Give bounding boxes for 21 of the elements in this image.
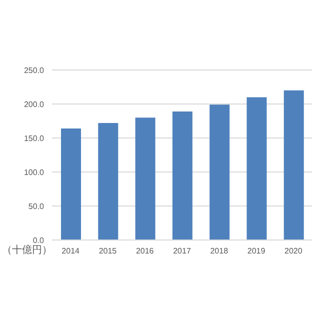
- y-tick-label: 200.0: [24, 100, 45, 109]
- x-tick-label: 2014: [62, 246, 80, 256]
- y-tick-label: 250.0: [24, 66, 45, 75]
- bar: [284, 90, 304, 240]
- bar: [61, 128, 81, 240]
- y-tick-label: 150.0: [24, 134, 45, 143]
- x-tick-label: 2019: [247, 246, 266, 256]
- bar: [135, 118, 156, 240]
- bar: [210, 104, 230, 240]
- bar: [98, 123, 118, 240]
- x-tick-label: 2020: [284, 246, 303, 256]
- x-tick-label: 2017: [173, 246, 192, 256]
- y-axis-title: （十億円）: [2, 244, 52, 257]
- y-tick-label: 100.0: [24, 168, 45, 177]
- bar: [246, 97, 267, 240]
- x-tick-label: 2015: [98, 246, 118, 256]
- bar: [172, 111, 192, 240]
- y-tick-label: 50.0: [28, 202, 45, 211]
- x-tick-label: 2018: [210, 246, 229, 256]
- x-tick-label: 2016: [136, 246, 154, 256]
- y-tick-label: 0.0: [32, 236, 45, 245]
